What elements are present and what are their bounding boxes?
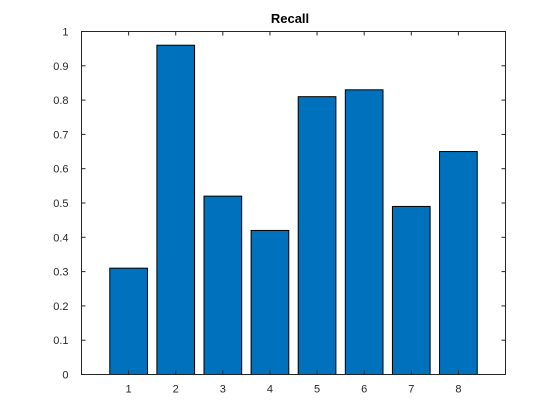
y-tick-label: 0.1 — [53, 335, 68, 347]
y-tick-label: 0.7 — [53, 129, 68, 141]
bar-1 — [109, 267, 148, 376]
y-tick-label: 0.6 — [53, 164, 68, 176]
x-tick-label: 7 — [408, 384, 414, 396]
bars-group — [109, 44, 478, 376]
x-tick-label: 2 — [173, 384, 179, 396]
x-tick-label: 5 — [314, 384, 320, 396]
y-tick-label: 0.3 — [53, 267, 68, 279]
bar-2 — [156, 44, 196, 375]
bar-8 — [439, 151, 478, 375]
y-tick-label: 1 — [62, 27, 68, 39]
x-tick-label: 6 — [361, 384, 367, 396]
y-tick-label: 0 — [62, 370, 68, 382]
bar-4 — [250, 229, 290, 375]
x-axis: 1 2 3 4 5 6 7 8 — [126, 31, 461, 396]
x-tick-label: 3 — [220, 384, 226, 396]
x-tick-label: 1 — [126, 384, 132, 396]
bar-3 — [203, 195, 243, 375]
y-tick-label: 0.8 — [53, 95, 68, 107]
y-axis: 0 0.1 0.2 0.3 0.4 0.5 0.6 0.7 0.8 0.9 1 — [53, 27, 506, 382]
y-tick-label: 0.2 — [53, 301, 68, 313]
chart-title: Recall — [271, 11, 309, 26]
x-tick-label: 8 — [455, 384, 461, 396]
bar-6 — [344, 89, 384, 375]
y-tick-label: 0.4 — [53, 232, 68, 244]
y-tick-label: 0.5 — [53, 198, 68, 210]
y-tick-label: 0.9 — [53, 61, 68, 73]
bar-7 — [391, 205, 431, 375]
bar-5 — [297, 96, 337, 375]
x-tick-label: 4 — [267, 384, 273, 396]
